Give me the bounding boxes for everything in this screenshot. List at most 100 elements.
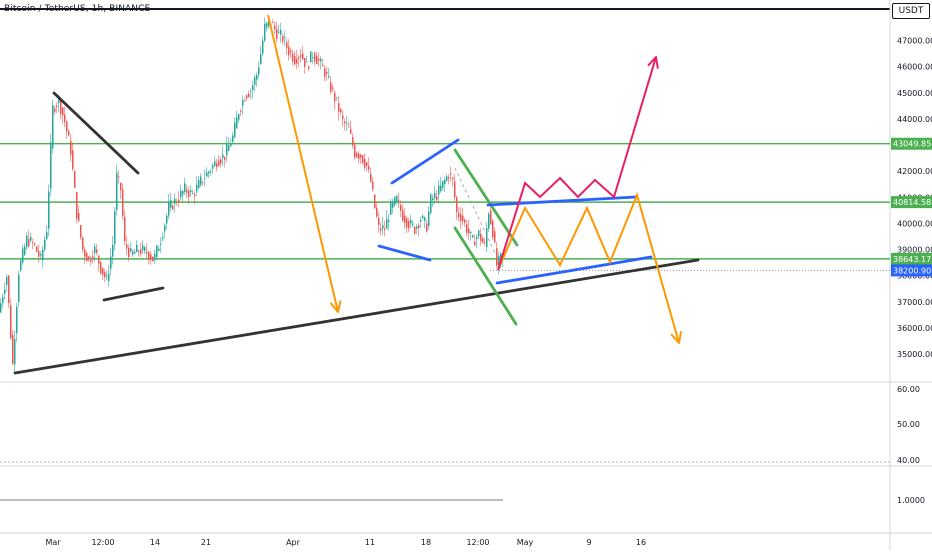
price-candle <box>186 189 188 193</box>
price-candle <box>64 114 66 123</box>
price-candle <box>494 231 496 243</box>
price-candle <box>88 256 90 259</box>
price-candle <box>52 105 54 149</box>
price-candle <box>220 159 222 164</box>
price-candle <box>356 152 358 158</box>
price-candle <box>414 226 416 234</box>
price-candle <box>398 199 400 201</box>
price-candle <box>324 68 326 77</box>
base-line-left <box>102 286 165 302</box>
price-candle <box>146 251 148 254</box>
price-candle <box>120 182 122 191</box>
price-candle <box>28 239 30 247</box>
time-tick-label: Apr <box>286 538 301 547</box>
price-candle <box>212 165 214 169</box>
price-candle <box>380 228 382 231</box>
price-candle <box>298 57 300 59</box>
price-candle <box>106 275 108 277</box>
price-candle <box>198 180 200 189</box>
price-candle <box>396 195 398 203</box>
price-candle <box>86 253 88 262</box>
price-candle <box>46 232 48 240</box>
price-candle <box>108 273 110 281</box>
price-candle <box>446 176 448 181</box>
price-candle <box>228 145 230 151</box>
price-candle <box>230 144 232 147</box>
price-candle <box>254 77 256 85</box>
price-candle <box>312 57 314 58</box>
price-candle <box>210 171 212 172</box>
price-candle <box>246 95 248 99</box>
price-candle <box>98 255 100 264</box>
price-candle <box>294 56 296 65</box>
price-candle <box>232 135 234 142</box>
lower-tick-label: 1.0000 <box>897 496 925 505</box>
price-candle <box>282 36 284 42</box>
price-candle <box>84 249 86 257</box>
price-candle <box>284 36 286 38</box>
price-candle <box>244 100 246 102</box>
price-candle <box>222 154 224 159</box>
price-candle <box>310 51 312 63</box>
price-candle <box>138 250 140 252</box>
time-tick-label: 12:00 <box>466 538 489 547</box>
price-candle <box>94 246 96 254</box>
price-candle <box>480 233 482 241</box>
price-tick-label: 36000.00 <box>897 324 932 333</box>
price-candle <box>430 194 432 213</box>
green-channel-lower <box>453 226 518 326</box>
time-tick-label: 16 <box>636 538 646 547</box>
price-candle <box>206 172 208 177</box>
price-candle <box>342 115 344 119</box>
price-candle <box>22 248 24 263</box>
price-candle <box>238 114 240 120</box>
orange-drop-arrow-head <box>330 300 342 313</box>
price-candle <box>306 61 308 63</box>
price-candle <box>262 40 264 54</box>
currency-badge[interactable]: USDT <box>892 3 930 19</box>
price-candle <box>268 20 270 26</box>
price-candle <box>352 137 354 146</box>
price-candle <box>286 42 288 48</box>
price-level-badge <box>891 196 932 209</box>
price-candle <box>8 275 10 304</box>
price-candle <box>406 218 408 228</box>
price-candle <box>16 306 18 334</box>
price-candle <box>148 252 150 260</box>
price-candle <box>340 109 342 113</box>
price-candle <box>104 272 106 278</box>
price-candle <box>116 172 118 211</box>
price-candle <box>402 210 404 221</box>
price-candle <box>4 290 6 294</box>
price-candle <box>320 59 322 62</box>
price-candle <box>290 50 292 53</box>
price-candle <box>32 242 34 243</box>
red-bull-scenario <box>497 56 657 271</box>
price-candle <box>498 255 500 266</box>
price-candle <box>308 66 310 69</box>
time-tick-label: 18 <box>421 538 431 547</box>
price-level-badge <box>891 252 932 265</box>
projection-dash <box>454 167 497 256</box>
price-candle <box>82 237 84 250</box>
price-candle <box>354 145 356 158</box>
price-candle <box>462 215 464 222</box>
price-candle <box>184 183 186 193</box>
price-candle <box>400 205 402 211</box>
price-candle <box>322 64 324 67</box>
price-candle <box>332 87 334 89</box>
price-candle <box>10 305 12 339</box>
price-candle <box>260 54 262 65</box>
price-candle <box>334 92 336 102</box>
indicator-tick-label: 40.00 <box>897 456 920 465</box>
price-candle <box>20 260 22 271</box>
price-candle <box>474 241 476 246</box>
price-candle <box>58 97 60 104</box>
price-candle <box>180 190 182 198</box>
price-candle <box>428 211 430 227</box>
price-candle <box>236 117 238 129</box>
price-candle <box>70 140 72 155</box>
price-candle <box>200 176 202 185</box>
price-candle <box>476 236 478 240</box>
